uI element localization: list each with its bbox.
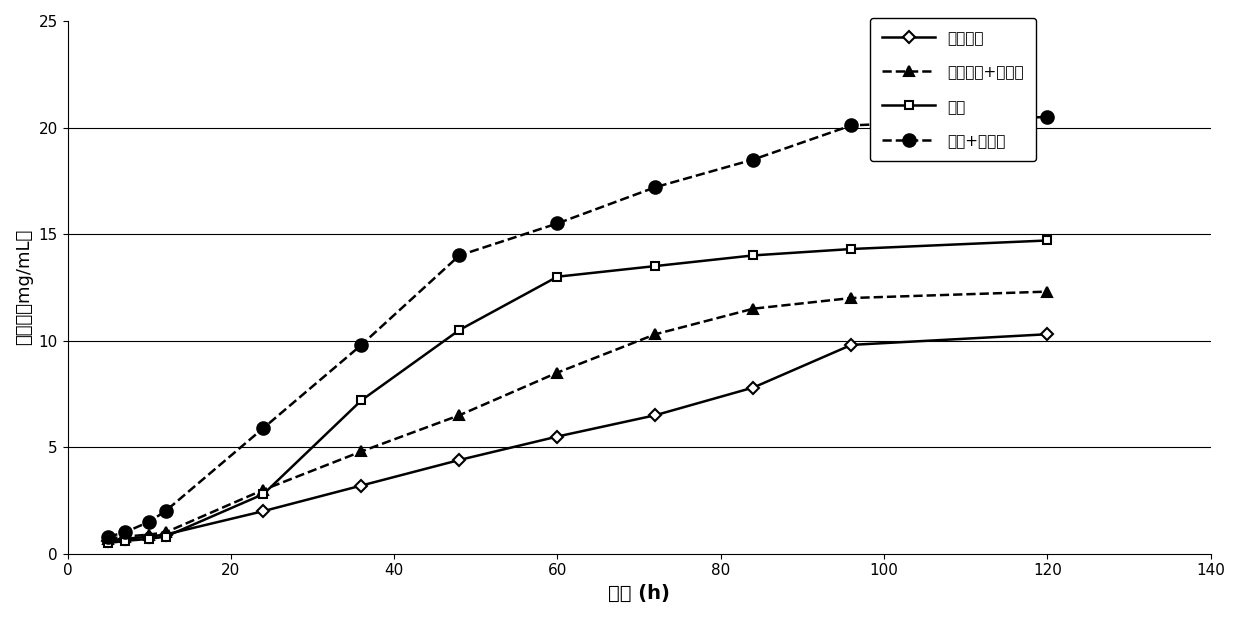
青霨 [844,245,859,253]
Line: 青霨+脱氢酶: 青霨+脱氢酶 [102,111,1054,543]
里氏木霨+脱氢酶 [453,412,467,419]
青霨+脱氢酶 [649,184,663,191]
Line: 青霨: 青霨 [104,236,1052,547]
里氏木霨 [141,533,156,540]
青霨+脱氢酶 [844,122,859,129]
里氏木霨 [551,433,565,440]
青霨 [118,537,133,544]
里氏木霨 [118,535,133,543]
里氏木霨 [453,456,467,464]
里氏木霨+脱氢酶 [100,535,115,543]
里氏木霨+脱氢酶 [255,486,270,494]
里氏木霨+脱氢酶 [157,529,172,536]
里氏木霨+脱氢酶 [118,533,133,540]
青霨 [353,397,368,404]
Line: 里氏木霨+脱氢酶: 里氏木霨+脱氢酶 [103,287,1052,544]
里氏木霨+脱氢酶 [353,447,368,455]
青霨+脱氢酶 [100,533,115,540]
里氏木霨 [353,482,368,489]
Legend: 里氏木霨, 里氏木霨+脱氢酶, 青霨, 青霨+脱氢酶: 里氏木霨, 里氏木霨+脱氢酶, 青霨, 青霨+脱氢酶 [869,18,1037,161]
青霨 [746,252,761,259]
青霨 [649,263,663,270]
里氏木霨 [157,531,172,538]
青霨 [157,533,172,540]
里氏木霨 [844,341,859,349]
里氏木霨 [1040,331,1055,338]
青霨+脱氢酶 [157,507,172,515]
里氏木霨 [255,507,270,515]
青霨 [141,535,156,543]
青霨 [100,540,115,547]
青霨+脱氢酶 [118,529,133,536]
Line: 里氏木霨: 里氏木霨 [104,330,1052,545]
青霨+脱氢酶 [453,252,467,259]
青霨+脱氢酶 [141,518,156,525]
里氏木霨 [100,537,115,544]
青霨 [551,273,565,281]
里氏木霨+脱氢酶 [1040,288,1055,295]
青霨+脱氢酶 [1040,113,1055,121]
青霨+脱氢酶 [255,425,270,432]
Y-axis label: 还原糖（mg/mL）: 还原糖（mg/mL） [15,229,33,345]
青霨+脱氢酶 [551,220,565,227]
里氏木霨+脱氢酶 [649,331,663,338]
青霨 [255,490,270,497]
里氏木霨 [649,412,663,419]
青霨+脱氢酶 [353,341,368,349]
里氏木霨+脱氢酶 [141,531,156,538]
里氏木霨+脱氢酶 [746,305,761,312]
里氏木霨+脱氢酶 [844,294,859,302]
青霨+脱氢酶 [746,156,761,163]
青霨 [453,326,467,334]
里氏木霨+脱氢酶 [551,369,565,376]
里氏木霨 [746,384,761,391]
X-axis label: 时间 (h): 时间 (h) [608,584,670,603]
青霨 [1040,237,1055,244]
